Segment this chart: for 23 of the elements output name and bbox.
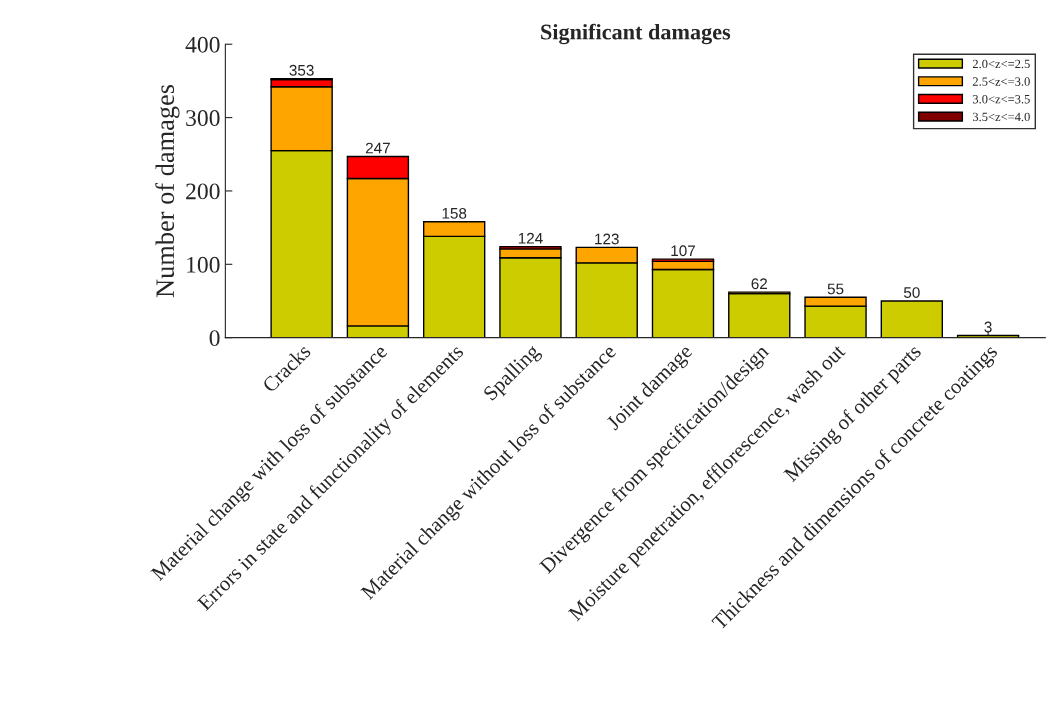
legend-label: 2.5<z<=3.0 — [972, 77, 1030, 86]
legend-label: 3.0<z<=3.5 — [972, 94, 1030, 104]
bar — [880, 300, 944, 338]
total-label: 247 — [365, 142, 390, 154]
y-axis-title: Number of damages — [155, 84, 180, 298]
total-label: 3 — [984, 321, 992, 333]
y-tick-label: 400 — [185, 36, 220, 53]
chart-title: Significant damages — [541, 23, 731, 45]
y-tick-label: 0 — [209, 330, 220, 347]
y-tick-label: 200 — [186, 183, 220, 200]
total-label: 158 — [442, 207, 467, 219]
legend-label: 2.0<z<=2.5 — [972, 59, 1030, 69]
total-label: 50 — [903, 287, 920, 298]
total-label: 123 — [595, 233, 619, 245]
y-tick-label: 300 — [186, 110, 220, 127]
total-label: 124 — [518, 232, 543, 244]
total-label: 353 — [289, 64, 314, 76]
total-label: 55 — [827, 283, 844, 295]
legend-label: 3.5<z<=4.0 — [972, 112, 1030, 122]
total-label: 107 — [671, 245, 695, 257]
bar — [728, 292, 791, 338]
total-label: 62 — [751, 278, 768, 290]
y-tick-label: 100 — [187, 256, 220, 273]
